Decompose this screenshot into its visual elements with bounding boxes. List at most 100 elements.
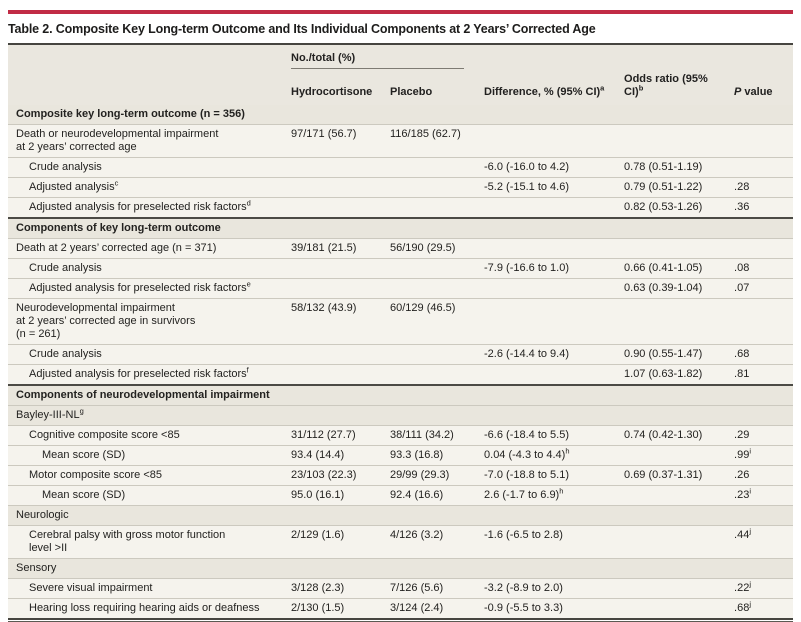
- hydrocortisone-cell: [291, 344, 390, 365]
- hydrocortisone-cell: 2/130 (1.5): [291, 598, 390, 619]
- odds-ratio-cell: [624, 445, 735, 466]
- odds-ratio-cell-text: 0.82 (0.53-1.26): [624, 201, 703, 213]
- odds-ratio-cell: [624, 238, 735, 259]
- subsection-row: Bayley-III-NLg: [8, 405, 794, 426]
- table-body: Composite key long-term outcome (n = 356…: [8, 105, 794, 619]
- table-row: Crude analysis -2.6 (-14.4 to 9.4) 0.90 (0…: [8, 344, 794, 365]
- outcome-label-cell-text: Mean score (SD): [42, 449, 126, 461]
- difference-cell: [484, 124, 625, 158]
- outcome-label-cell-text: Hearing loss requiring hearing aids or d…: [29, 602, 260, 614]
- outcome-label-cell-text: Neurodevelopmental impairment at 2 years…: [16, 302, 196, 340]
- hydrocortisone-cell: [291, 258, 390, 279]
- p-value-cell: .07: [734, 278, 794, 299]
- placebo-cell: [390, 157, 485, 178]
- odds-ratio-cell: 0.78 (0.51-1.19): [624, 157, 735, 178]
- subsection-label-cell-text: Neurologic: [16, 509, 69, 521]
- difference-cell-text: -2.6 (-14.4 to 9.4): [484, 348, 570, 360]
- odds-ratio-cell: [624, 298, 735, 345]
- hydrocortisone-cell: 93.4 (14.4): [291, 445, 390, 466]
- table-row: Cerebral palsy with gross motor function…: [8, 525, 794, 559]
- p-value-cell: .28: [734, 177, 794, 198]
- difference-cell: [484, 197, 625, 218]
- placebo-cell: 92.4 (16.6): [390, 485, 485, 506]
- p-value-cell-text: .08: [734, 262, 750, 274]
- column-header-label: Placebo: [390, 86, 433, 98]
- outcome-label-cell-text: Crude analysis: [29, 161, 102, 173]
- hydrocortisone-cell: [291, 197, 390, 218]
- hydrocortisone-cell: 39/181 (21.5): [291, 238, 390, 259]
- hydrocortisone-cell-text: 58/132 (43.9): [291, 302, 357, 314]
- p-value-cell: [734, 157, 794, 178]
- difference-cell: -0.9 (-5.5 to 3.3): [484, 598, 625, 619]
- outcome-label-cell: Motor composite score <85: [8, 465, 291, 486]
- subsection-label-cell: Sensory: [8, 558, 794, 579]
- outcome-label-cell-text: Mean score (SD): [42, 489, 126, 501]
- placebo-cell: 29/99 (29.3): [390, 465, 485, 486]
- odds-ratio-cell: 0.69 (0.37-1.31): [624, 465, 735, 486]
- difference-cell: [484, 364, 625, 385]
- outcome-label-cell-text: Adjusted analysis for preselected risk f…: [29, 368, 247, 380]
- odds-ratio-cell: 0.90 (0.55-1.47): [624, 344, 735, 365]
- difference-cell-text: -1.6 (-6.5 to 2.8): [484, 529, 563, 541]
- p-value-cell: .26: [734, 465, 794, 486]
- footnote-marker: j: [749, 579, 751, 589]
- p-value-cell: [734, 124, 794, 158]
- placebo-cell-text: 56/190 (29.5): [390, 242, 456, 254]
- difference-cell-text: -7.0 (-18.8 to 5.1): [484, 469, 570, 481]
- table-row: Mean score (SD) 95.0 (16.1) 92.4 (16.6) 2.6…: [8, 485, 794, 506]
- placebo-cell: [390, 258, 485, 279]
- placebo-cell: 4/126 (3.2): [390, 525, 485, 559]
- subsection-label-cell: Bayley-III-NLg: [8, 405, 794, 426]
- outcome-label-cell: Cognitive composite score <85: [8, 425, 291, 446]
- hydrocortisone-cell-text: 2/129 (1.6): [291, 529, 345, 541]
- column-header-label: value: [741, 86, 773, 98]
- section-header-cell: Components of neurodevelopmental impairm…: [8, 384, 794, 406]
- odds-ratio-cell-text: 0.63 (0.39-1.04): [624, 282, 703, 294]
- difference-cell: -6.0 (-16.0 to 4.2): [484, 157, 625, 178]
- p-value-cell-text: .81: [734, 368, 750, 380]
- p-value-cell: .23i: [734, 485, 794, 506]
- table-row: Adjusted analysisc -5.2 (-15.1 to 4.6) 0.7…: [8, 177, 794, 198]
- placebo-cell-text: 7/126 (5.6): [390, 582, 444, 594]
- odds-ratio-cell: [624, 485, 735, 506]
- section-header-row: Composite key long-term outcome (n = 356…: [8, 105, 794, 125]
- hydrocortisone-cell-text: 93.4 (14.4): [291, 449, 345, 461]
- hydrocortisone-cell: [291, 157, 390, 178]
- placebo-cell: 38/111 (34.2): [390, 425, 485, 446]
- hydrocortisone-cell: 2/129 (1.6): [291, 525, 390, 559]
- header-group-row: No./total (%): [8, 44, 794, 69]
- odds-ratio-cell-text: 1.07 (0.63-1.82): [624, 368, 703, 380]
- column-header-label: P: [734, 86, 742, 98]
- outcome-label-cell: Adjusted analysis for preselected risk f…: [8, 364, 291, 385]
- footnote-marker: j: [749, 599, 751, 609]
- p-value-cell: .68j: [734, 598, 794, 619]
- hydrocortisone-cell: 31/112 (27.7): [291, 425, 390, 446]
- p-value-cell-text: .99: [734, 449, 750, 461]
- footnote-marker: d: [246, 198, 251, 208]
- outcome-label-cell-text: Death at 2 years’ corrected age (n = 371…: [16, 242, 217, 254]
- table-row: Adjusted analysis for preselected risk f…: [8, 197, 794, 218]
- p-value-cell-text: .68: [734, 348, 750, 360]
- odds-ratio-cell-text: 0.74 (0.42-1.30): [624, 429, 703, 441]
- column-group-label: No./total (%): [291, 52, 356, 64]
- footnote-marker: i: [749, 486, 751, 496]
- placebo-cell: 116/185 (62.7): [390, 124, 485, 158]
- placebo-cell: 93.3 (16.8): [390, 445, 485, 466]
- footnote-marker: g: [79, 406, 84, 416]
- p-value-cell-text: .29: [734, 429, 750, 441]
- difference-cell: [484, 298, 625, 345]
- outcome-label-cell: Mean score (SD): [8, 445, 291, 466]
- hydrocortisone-cell: [291, 278, 390, 299]
- odds-ratio-cell-text: 0.78 (0.51-1.19): [624, 161, 703, 173]
- outcome-label-cell: Death at 2 years’ corrected age (n = 371…: [8, 238, 291, 259]
- hydrocortisone-cell-text: 2/130 (1.5): [291, 602, 345, 614]
- difference-cell-text: -7.9 (-16.6 to 1.0): [484, 262, 570, 274]
- outcome-label-cell: Death or neurodevelopmental impairment a…: [8, 124, 291, 158]
- odds-ratio-cell: 0.79 (0.51-1.22): [624, 177, 735, 198]
- odds-ratio-cell: [624, 525, 735, 559]
- hydrocortisone-cell-text: 97/171 (56.7): [291, 128, 357, 140]
- p-value-cell-text: .68: [734, 602, 750, 614]
- odds-ratio-cell: [624, 124, 735, 158]
- outcome-label-cell-text: Motor composite score <85: [29, 469, 162, 481]
- header-empty-cell: [8, 69, 291, 105]
